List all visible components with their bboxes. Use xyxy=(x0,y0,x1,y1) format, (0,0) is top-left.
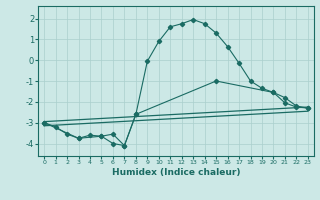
X-axis label: Humidex (Indice chaleur): Humidex (Indice chaleur) xyxy=(112,168,240,177)
